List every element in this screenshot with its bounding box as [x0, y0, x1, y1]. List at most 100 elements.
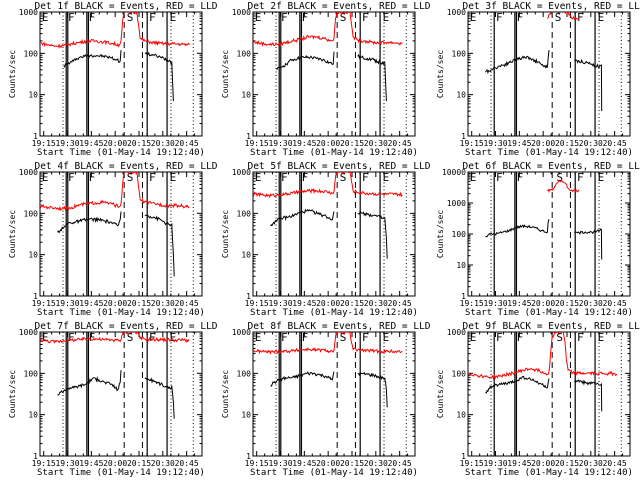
- x-tick-label: 20:00: [531, 299, 555, 308]
- interval-letter: S: [555, 11, 562, 24]
- plot-frame: [252, 331, 416, 457]
- y-axis-label: Counts/sec: [436, 210, 445, 258]
- events-series-line: [573, 228, 603, 260]
- events-series-line: [144, 214, 175, 277]
- x-tick-label: 20:30: [151, 299, 175, 308]
- interval-letter: F: [281, 331, 288, 344]
- x-tick-label: 20:00: [531, 459, 555, 468]
- x-axis-label: Start Time (01-May-14 19:12:40): [250, 468, 418, 478]
- y-axis-label: Counts/sec: [436, 50, 445, 98]
- x-tick-label: 19:30: [483, 459, 507, 468]
- x-tick-label: 20:30: [364, 299, 388, 308]
- lld-series-line: [253, 332, 403, 355]
- x-tick-label: 19:45: [79, 459, 103, 468]
- chart-title: Det 9f BLACK = Events, RED = LLD: [462, 321, 640, 332]
- x-tick-label: 20:00: [316, 299, 340, 308]
- interval-letter: F: [517, 331, 524, 344]
- y-tick-label: 1: [33, 132, 38, 141]
- x-tick-label: 19:30: [268, 459, 292, 468]
- interval-letter: F: [362, 11, 369, 24]
- panel-det-1: Det 1f BLACK = Events, RED = LLD 1 10 100 10…: [8, 1, 218, 158]
- interval-letter: F: [89, 171, 96, 184]
- interval-letter: E: [42, 11, 49, 24]
- y-tick-label: 1000: [447, 328, 466, 337]
- panel-det-4: Det 4f BLACK = Events, RED = LLD 1 10 100 10…: [8, 161, 218, 318]
- y-tick-label: 100: [24, 369, 39, 378]
- y-tick-label: 100: [237, 209, 252, 218]
- y-axis-label: Counts/sec: [436, 370, 445, 418]
- y-tick-label: 10000: [442, 168, 466, 177]
- y-tick-label: 10: [456, 91, 466, 100]
- y-tick-label: 10: [28, 251, 38, 260]
- x-tick-label: 19:30: [483, 299, 507, 308]
- x-axis-label: Start Time (01-May-14 19:12:40): [37, 468, 205, 478]
- interval-letter: F: [149, 331, 156, 344]
- x-tick-label: 20:45: [175, 139, 199, 148]
- y-tick-label: 100: [237, 49, 252, 58]
- panel-det-3: Det 3f BLACK = Events, RED = LLD 1 10 100 10…: [436, 1, 640, 158]
- x-tick-label: 20:15: [127, 139, 151, 148]
- x-tick-label: 20:15: [340, 459, 364, 468]
- chart-title: Det 1f BLACK = Events, RED = LLD: [34, 1, 217, 12]
- events-series-line: [357, 371, 388, 408]
- interval-letter: E: [255, 171, 262, 184]
- x-tick-label: 19:45: [507, 139, 531, 148]
- x-tick-label: 20:15: [127, 299, 151, 308]
- events-series-line: [63, 50, 122, 68]
- y-tick-label: 10: [28, 91, 38, 100]
- x-tick-label: 19:15: [245, 139, 269, 148]
- x-tick-label: 20:45: [603, 139, 627, 148]
- lld-series-line: [40, 12, 190, 49]
- x-tick-label: 20:45: [603, 299, 627, 308]
- interval-letter: E: [383, 11, 390, 24]
- interval-letter: E: [383, 331, 390, 344]
- interval-letter: S: [127, 171, 134, 184]
- x-tick-label: 20:00: [103, 299, 127, 308]
- interval-letter: F: [89, 331, 96, 344]
- x-tick-label: 20:45: [388, 139, 412, 148]
- x-tick-label: 20:15: [555, 139, 579, 148]
- x-tick-label: 20:15: [340, 139, 364, 148]
- interval-letter: S: [556, 171, 563, 184]
- events-series-line: [357, 209, 388, 259]
- interval-letter: E: [470, 171, 477, 184]
- events-series-line: [270, 208, 335, 227]
- interval-letter: S: [340, 11, 347, 24]
- interval-letter: E: [598, 331, 605, 344]
- interval-letter: F: [68, 331, 75, 344]
- chart-title: Det 4f BLACK = Events, RED = LLD: [34, 161, 217, 172]
- x-tick-label: 19:15: [460, 459, 484, 468]
- panel-det-2: Det 2f BLACK = Events, RED = LLD 1 10 100 10…: [221, 1, 431, 158]
- x-tick-label: 20:00: [316, 139, 340, 148]
- x-tick-label: 20:30: [579, 459, 603, 468]
- interval-letter: F: [68, 11, 75, 24]
- x-tick-label: 19:45: [292, 139, 316, 148]
- x-tick-label: 20:30: [579, 299, 603, 308]
- interval-letter: F: [362, 171, 369, 184]
- lld-series-line: [40, 332, 190, 344]
- events-series-line: [357, 53, 387, 102]
- x-tick-label: 20:00: [103, 459, 127, 468]
- interval-letter: F: [517, 171, 524, 184]
- x-tick-label: 19:30: [55, 139, 79, 148]
- chart-title: Det 7f BLACK = Events, RED = LLD: [34, 321, 217, 332]
- interval-letter: F: [149, 171, 156, 184]
- y-tick-label: 1: [33, 452, 38, 461]
- y-tick-label: 100: [452, 230, 467, 239]
- chart-title: Det 2f BLACK = Events, RED = LLD: [247, 1, 430, 12]
- x-tick-label: 20:45: [388, 459, 412, 468]
- x-tick-label: 20:30: [364, 139, 388, 148]
- x-tick-label: 19:30: [483, 139, 507, 148]
- interval-letter: F: [517, 11, 524, 24]
- y-tick-label: 1000: [19, 328, 38, 337]
- y-tick-label: 100: [24, 209, 39, 218]
- y-tick-label: 100: [452, 369, 467, 378]
- x-tick-label: 19:30: [268, 299, 292, 308]
- interval-letter: E: [255, 331, 262, 344]
- x-axis-label: Start Time (01-May-14 19:12:40): [37, 148, 205, 158]
